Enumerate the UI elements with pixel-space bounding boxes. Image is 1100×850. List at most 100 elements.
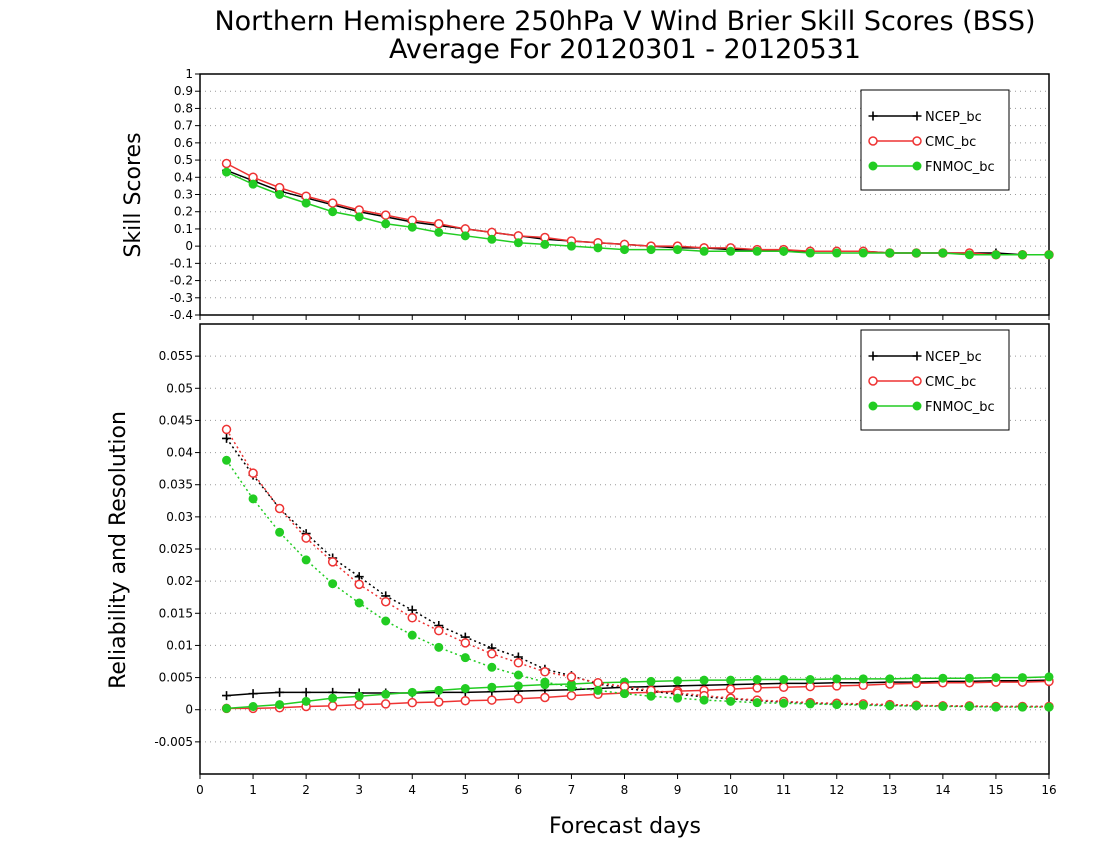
data-point [646,676,656,686]
data-point [380,596,391,607]
data-point [487,649,497,659]
data-point [832,674,842,684]
legend-label: NCEP_bc [925,110,982,125]
data-point [1044,672,1054,682]
y-tick-label: 0.02 [166,574,193,588]
data-point [832,248,842,258]
series-fnmoc-bc-reliability [222,672,1054,713]
data-point [778,682,789,692]
data-point [646,691,656,701]
y-tick-label: 0.3 [174,188,193,202]
data-point [991,673,1001,683]
y-tick-label: 0.9 [174,84,193,98]
panel-skill-scores: -0.4 -0.3 -0.2 -0.1 0 0.1 0.2 0.3 0.4 0.5 0.6 0.7 0.… [170,67,1054,322]
x-tick-label: 6 [515,783,523,797]
data-point [911,673,921,683]
series-cmc-bc-reliability [221,676,1054,714]
data-point [328,207,338,217]
plot-frame [199,323,1050,775]
y-tick-label: 0.01 [166,638,193,652]
data-point [964,250,974,260]
data-point [354,699,364,710]
series-fnmoc-bc [222,167,1054,260]
x-tick-label: 11 [776,783,791,797]
data-point [673,245,683,255]
data-point [275,527,285,537]
data-point [380,210,391,220]
x-axis-label: Forecast days [549,814,701,839]
data-point [327,198,338,208]
data-point [540,677,550,687]
series-line [225,429,1049,708]
x-tick-label: 16 [1041,783,1056,797]
data-point [540,239,550,249]
data-point [222,455,232,465]
series-line [225,459,1049,708]
chart-subtitle: Average For 20120301 - 20120531 [389,34,861,65]
legend: NCEP_bc CMC_bc FNMOC_bc [860,329,1010,431]
data-point [699,246,709,256]
data-point [222,167,232,177]
data-point [868,401,878,411]
data-point [912,111,922,121]
data-point [566,672,577,682]
data-point [1044,702,1054,712]
data-point [460,684,470,693]
data-point [354,598,364,608]
data-point [805,675,815,684]
data-point [673,676,683,686]
data-point [868,376,878,386]
x-tick-label: 4 [408,783,416,797]
data-point [513,238,523,248]
data-point [779,675,789,684]
data-point [460,695,471,706]
data-point [620,689,629,699]
panel-reliability-resolution: -0.005 0 0.005 0.01 0.015 0.02 0.025 0.03 0.035 0… [154,323,1057,797]
data-point [434,625,444,636]
y-tick-label: 0.015 [159,606,193,620]
y-tick-label: 0.04 [166,446,193,460]
data-point [275,687,285,697]
y-tick-label: 0.6 [174,136,193,150]
data-point [726,675,736,685]
data-point [381,219,391,229]
y-tick-label: 0.7 [174,119,193,133]
data-point [938,702,948,711]
legend-label: CMC_bc [925,135,976,150]
data-point [274,503,285,514]
data-point [487,234,497,244]
data-point [566,690,577,701]
data-point [911,248,921,258]
data-point [327,701,338,711]
x-tick-label: 7 [568,783,576,797]
x-tick-label: 13 [882,783,897,797]
data-point [407,687,417,697]
data-point [381,616,391,626]
data-point [434,227,444,237]
data-point [540,667,550,677]
data-point [620,245,629,255]
y-tick-label: 0.045 [159,413,193,427]
x-tick-label: 12 [829,783,844,797]
data-point [1017,673,1027,683]
x-tick-label: 8 [621,783,629,797]
legend-label: NCEP_bc [925,350,982,365]
data-point [354,579,364,590]
legend-label: FNMOC_bc [925,400,995,415]
data-point [407,697,417,708]
data-point [805,699,815,709]
data-point [248,702,258,711]
data-point [752,683,762,693]
data-point [566,241,576,251]
data-point [513,694,524,704]
y-tick-label: 0.2 [174,205,193,219]
data-point [354,691,364,701]
data-point [858,674,868,684]
data-point [1044,250,1054,260]
y-tick-label: -0.2 [170,274,193,288]
data-point [275,190,285,199]
data-point [725,684,736,694]
data-point [407,630,417,640]
y-tick-label: 0.005 [159,671,193,685]
data-point [868,111,878,121]
